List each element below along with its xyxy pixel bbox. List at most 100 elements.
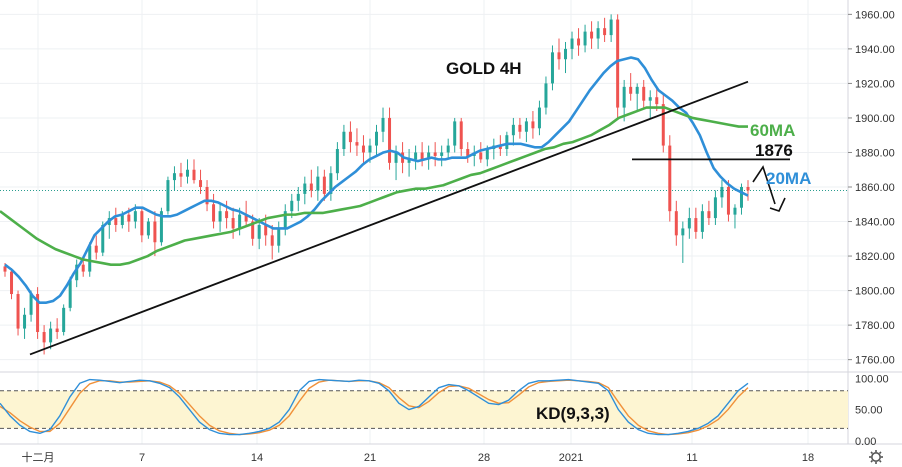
candle-body [446,145,450,153]
candle-body [114,218,118,225]
candle-body [120,214,124,225]
price-tick-label: 1920.00 [855,78,895,90]
candle-body [10,271,14,295]
candle-body [616,19,620,108]
candle-body [511,124,515,136]
kd-indicator-label: KD(9,3,3) [536,404,610,423]
candle-body [694,218,698,232]
candle-body [577,38,581,46]
kd-tick-label: 0.00 [855,436,876,448]
date-tick-label: 十二月 [22,450,55,464]
candle-body [257,224,261,239]
candle-body [179,173,183,177]
candle-body [225,211,229,219]
candle-body [375,131,378,146]
candle-body [309,183,313,191]
price-tick-label: 1760.00 [855,355,895,367]
candle-body [146,221,150,236]
kd-k-line [0,378,749,436]
candle-body [453,121,457,146]
candle-body [94,245,98,253]
candle-body [537,107,541,129]
price-tick-label: 1800.00 [855,286,895,298]
candle-body [700,211,704,232]
candle-body [244,214,248,222]
annotations [29,80,790,356]
candle-body [713,197,717,219]
date-tick-label: 7 [139,452,145,464]
candle-body [739,187,743,208]
price-tick-label: 1780.00 [855,320,895,332]
candle-body [264,224,268,236]
candle-body [564,48,568,60]
grid [0,0,902,445]
candle-body [720,187,724,198]
candle-body [88,245,92,272]
candle-body [466,149,470,156]
candle-body [394,152,398,163]
candle-body [485,149,489,160]
candle-body [218,211,222,222]
candle-body [172,173,176,181]
candle-body [557,52,561,60]
candle-body [342,131,346,150]
candle-body [427,152,431,160]
price-tick-label: 1900.00 [855,113,895,125]
date-tick-label: 14 [251,452,263,464]
candle-body [270,235,274,246]
candle-body [205,187,209,205]
price-tick-label: 1880.00 [855,147,895,159]
ma60-label: 60MA [750,121,795,140]
candle-body [199,180,203,187]
candle-body [368,145,372,153]
candle-body [388,117,392,163]
trend-line [29,80,749,356]
candle-body [531,121,535,129]
candle-body [361,145,365,153]
candle-body [603,28,607,36]
candle-body [498,145,502,150]
candle-body [153,221,157,243]
candle-body [609,19,613,36]
candle-body [62,307,66,333]
candle-body [420,152,424,160]
candle-body [329,173,333,194]
candle-body [335,149,339,174]
candle-body [185,169,189,177]
candle-body [23,314,27,329]
price-tick-label: 1820.00 [855,251,895,263]
candle-body [642,86,646,101]
candle-body [550,52,554,84]
moving-averages [0,56,749,304]
candle-body [316,176,320,191]
price-tick-label: 1960.00 [855,9,895,21]
candle-body [166,180,170,212]
candle-body [68,280,72,308]
candle-body [303,183,307,194]
candle-body [140,211,144,236]
candle-body [433,152,437,156]
candle-body [629,86,633,94]
candle-body [3,266,7,272]
candle-body [133,211,137,222]
date-tick-label: 21 [364,452,376,464]
candle-body [407,159,411,163]
candle-body [36,294,40,333]
candle-body [746,187,750,191]
date-tick-label: 2021 [559,452,583,464]
candle-body [75,264,79,281]
candle-body [42,332,46,343]
candle-body [681,228,685,236]
date-tick-label: 28 [478,452,490,464]
candle-body [596,28,600,39]
projection-arrowhead [769,197,786,212]
chart-title: GOLD 4H [446,59,522,78]
candle-body [544,83,548,108]
settings-icon[interactable] [869,450,883,464]
kd-tick-label: 100.00 [855,373,889,385]
candle-body [49,328,53,343]
date-tick-label: 18 [802,452,814,464]
candle-body [283,211,287,229]
axes: 1760.00 1780.00 1800.00 1820.00 1840.00 1860.… [22,9,895,464]
